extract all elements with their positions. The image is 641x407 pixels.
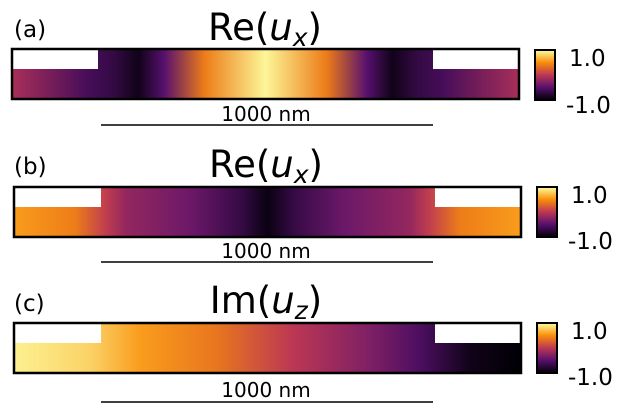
colorbar-c [536,322,558,374]
panel-c-title: Im(uz) [210,279,322,325]
scale-label-c: 1000 nm [221,378,310,402]
notch-right-b [435,187,521,207]
panel-a-title: Re(ux) [208,6,322,52]
notch-left-b [14,187,101,207]
colorbar-min-c: -1.0 [568,365,613,391]
heatmap-frame-c [12,321,523,375]
panel-b-letter: (b) [14,154,47,180]
notch-left-c [14,323,101,343]
colorbar-b [536,186,558,238]
panel-a-letter: (a) [14,17,46,43]
colorbar-min-a: -1.0 [566,93,611,119]
panel-b: (b) Re(ux) 1000 nm 1.0 -1.0 [12,143,613,263]
colorbar-max-c: 1.0 [571,319,608,345]
notch-right-a [433,49,519,69]
panel-b-title: Re(ux) [209,143,323,189]
heatmap-frame-a [10,47,521,101]
colorbar-min-b: -1.0 [568,229,613,255]
heatmap-frame-b [12,185,523,239]
notch-right-c [435,323,521,343]
scale-label-b: 1000 nm [221,239,310,263]
scale-label-a: 1000 nm [221,102,310,126]
panel-c-letter: (c) [14,291,45,317]
panel-c: (c) Im(uz) 1000 nm 1.0 -1.0 [12,279,613,403]
colorbar-max-a: 1.0 [569,46,606,72]
panel-a: (a) Re(ux) 1000 nm 1.0 -1.0 [10,6,611,126]
colorbar-max-b: 1.0 [571,183,608,209]
notch-left-a [12,49,98,69]
colorbar-a [534,49,556,101]
